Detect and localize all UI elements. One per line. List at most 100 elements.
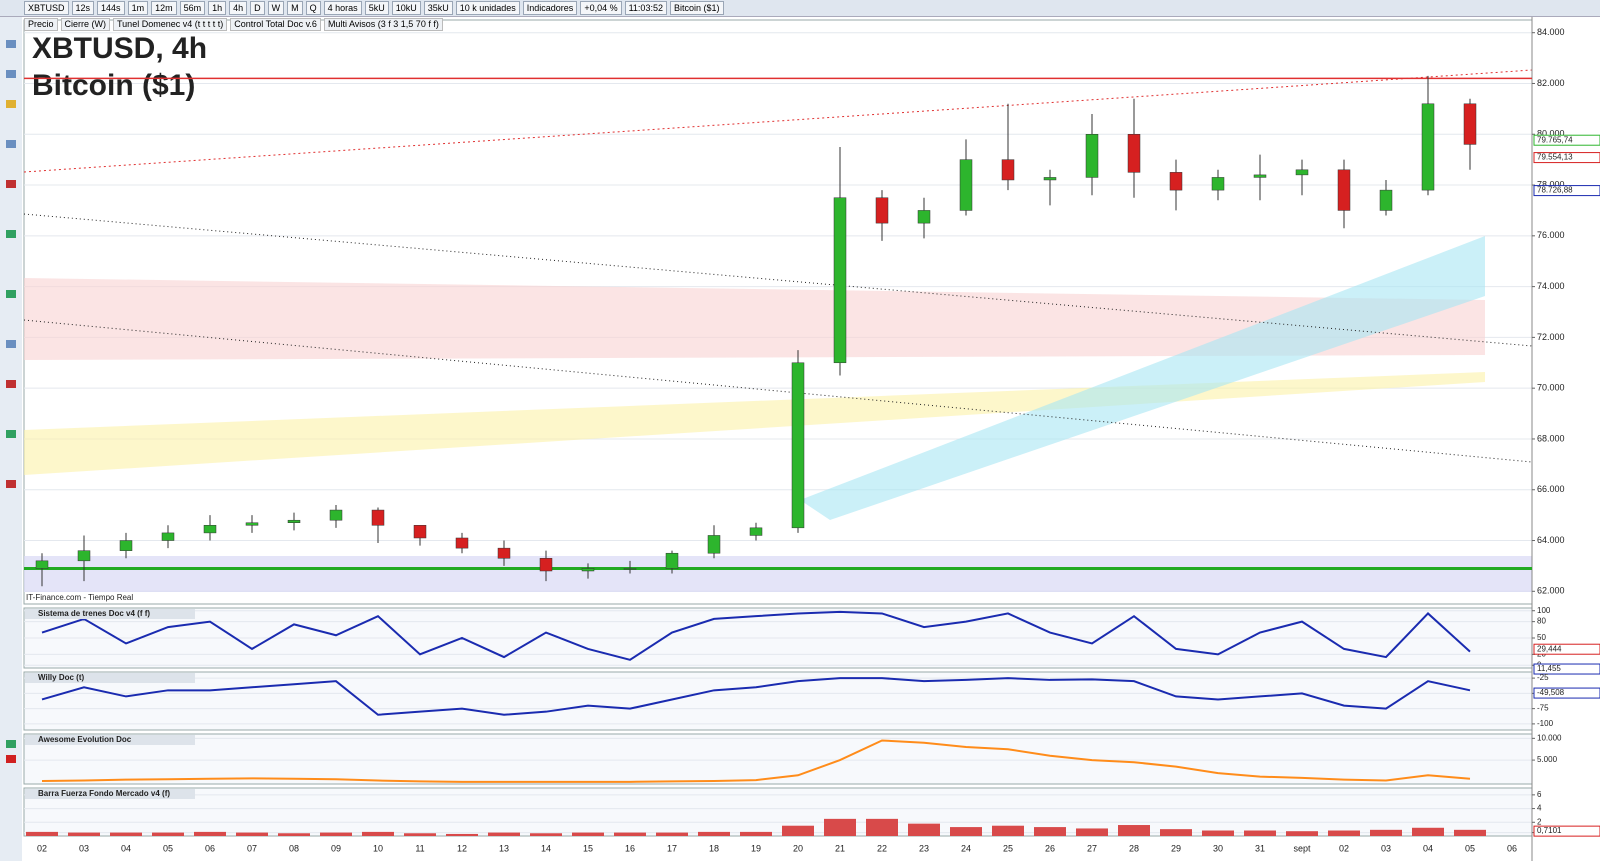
x-tick-label: 09 — [331, 843, 341, 853]
chart-subtitle: Bitcoin ($1) — [32, 69, 195, 102]
candle-body — [371, 509, 385, 526]
x-tick-label: 24 — [961, 843, 971, 853]
indicator-label[interactable]: Cierre (W) — [60, 18, 111, 31]
candle-body — [707, 535, 721, 554]
x-tick-label: 08 — [289, 843, 299, 853]
price-tag — [1533, 825, 1600, 837]
source: IT-Finance.com - Tiempo Real — [26, 593, 133, 602]
candle-body — [833, 197, 847, 364]
bar — [866, 818, 898, 836]
x-tick-label: 26 — [1045, 843, 1055, 853]
x-tick-label: 28 — [1129, 843, 1139, 853]
y-tick-label: 66.000 — [1537, 484, 1565, 494]
indicator-line — [41, 610, 1471, 661]
x-tick-label: 15 — [583, 843, 593, 853]
bar — [1076, 828, 1108, 836]
indicator-label[interactable]: Control Total Doc v.6 — [230, 18, 321, 31]
toolbar-button[interactable]: Bitcoin ($1) — [669, 1, 724, 15]
toolbar-button[interactable]: 144s — [97, 1, 125, 15]
y-tick-label: 80 — [1537, 617, 1546, 626]
toolbar-button[interactable]: 56m — [179, 1, 206, 15]
price-tag — [1533, 185, 1600, 197]
indicator-label[interactable]: Tunel Domenec v4 (t t t t t) — [113, 18, 228, 31]
bar — [740, 831, 772, 836]
panel-title: Willy Doc (t) — [38, 673, 84, 682]
candle-body — [1253, 174, 1267, 178]
toolbar-button[interactable]: 12m — [151, 1, 177, 15]
bar — [26, 831, 58, 836]
panel-title: Barra Fuerza Fondo Mercado v4 (f) — [38, 789, 170, 798]
tool-strip — [0, 17, 22, 861]
toolbar-button[interactable]: 35kU — [423, 1, 453, 15]
x-tick-label: 06 — [1507, 843, 1517, 853]
bar — [824, 818, 856, 836]
x-tick-label: 13 — [499, 843, 509, 853]
y-tick-label: 74.000 — [1537, 281, 1565, 291]
bar — [1118, 825, 1150, 836]
x-tick-label: 29 — [1171, 843, 1181, 853]
candle-body — [455, 537, 469, 549]
bar — [1412, 827, 1444, 836]
toolbar-button[interactable]: Indicadores — [522, 1, 578, 15]
bar — [320, 832, 352, 836]
toolbar-button[interactable]: 12s — [71, 1, 95, 15]
price-tag-label: 29,444 — [1537, 644, 1562, 653]
toolbar-button[interactable]: 4 horas — [323, 1, 362, 15]
x-tick-label: 19 — [751, 843, 761, 853]
price-tag-label: 11,455 — [1537, 664, 1561, 673]
panel-frame — [23, 671, 1533, 731]
toolbar-button[interactable]: 1m — [127, 1, 149, 15]
toolbar-button[interactable]: W — [267, 1, 285, 15]
bar — [908, 823, 940, 836]
y-tick-label: -100 — [1537, 719, 1554, 728]
toolbar-button[interactable]: XBTUSD — [24, 1, 69, 15]
x-tick-label: 04 — [121, 843, 131, 853]
x-tick-label: 25 — [1003, 843, 1013, 853]
indicator-label[interactable]: Multi Avisos (3 f 3 1,5 70 f f) — [323, 18, 443, 31]
x-tick-label: 23 — [919, 843, 929, 853]
bar — [110, 832, 142, 836]
y-tick-label: -75 — [1537, 704, 1549, 713]
toolbar-button[interactable]: D — [250, 1, 265, 15]
y-tick-label: 10.000 — [1537, 733, 1562, 742]
toolbar-button[interactable]: 1h — [208, 1, 227, 15]
x-tick-label: 03 — [1381, 843, 1391, 853]
toolbar-button[interactable]: 11:03:52 — [624, 1, 667, 15]
y-tick-label: 84.000 — [1537, 27, 1565, 37]
y-tick-label: 50 — [1537, 633, 1546, 642]
panel-title-box — [25, 609, 195, 619]
candle-body — [1421, 103, 1435, 191]
price-tag — [1533, 687, 1600, 699]
price-tag — [1533, 663, 1600, 675]
candle-body — [245, 522, 259, 526]
toolbar-button[interactable]: Q — [305, 1, 321, 15]
x-tick-label: 17 — [667, 843, 677, 853]
bar — [404, 833, 436, 836]
candle-body — [581, 568, 595, 572]
bar — [614, 832, 646, 836]
bar — [530, 833, 562, 836]
toolbar-button[interactable]: 5kU — [364, 1, 389, 15]
candle-body — [623, 568, 637, 570]
candle-body — [665, 552, 679, 569]
candle-body — [161, 532, 175, 541]
toolbar-button[interactable]: M — [287, 1, 303, 15]
toolbar-button[interactable]: +0,04 % — [580, 1, 622, 15]
y-tick-label: 2 — [1537, 817, 1542, 826]
toolbar-button[interactable]: 10kU — [391, 1, 421, 15]
x-tick-label: 05 — [163, 843, 173, 853]
bar — [1034, 827, 1066, 836]
toolbar: XBTUSD 12s 144s 1m 12m 56m 1h 4h D W M Q 4 horas 5kU 1… — [0, 0, 1600, 17]
toolbar-button[interactable]: 4h — [229, 1, 248, 15]
bar — [1244, 830, 1276, 836]
toolbar-button[interactable]: 10 k unidades — [455, 1, 520, 15]
zone-band — [24, 556, 1532, 592]
price-tag — [1533, 152, 1600, 164]
x-tick-label: 12 — [457, 843, 467, 853]
zone-band — [24, 278, 1485, 360]
x-tick-label: 16 — [625, 843, 635, 853]
candle-body — [329, 509, 343, 521]
indicator-label[interactable]: Precio — [24, 18, 58, 31]
y-tick-label: 70.000 — [1537, 383, 1565, 393]
